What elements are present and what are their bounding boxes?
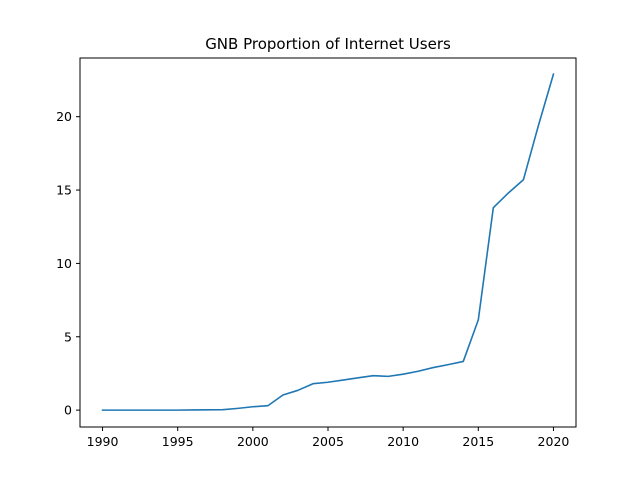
- x-tick-label: 2005: [312, 434, 344, 449]
- y-tick-label: 5: [64, 329, 72, 344]
- chart-title: GNB Proportion of Internet Users: [205, 35, 451, 53]
- y-tick-label: 15: [56, 183, 72, 198]
- x-tick-label: 2020: [538, 434, 570, 449]
- y-tick-label: 10: [56, 256, 72, 271]
- x-tick-label: 1990: [87, 434, 119, 449]
- x-tick-label: 2000: [237, 434, 269, 449]
- axis-ticks: 1990 1995 2000 2005 2010 2015 2020 0 5 10 15 20: [56, 109, 569, 449]
- x-tick-label: 2010: [387, 434, 419, 449]
- y-tick-label: 20: [56, 109, 72, 124]
- y-tick-label: 0: [64, 403, 72, 418]
- series-line: [101, 73, 555, 411]
- plot-frame: [79, 57, 577, 428]
- x-tick-label: 1995: [162, 434, 194, 449]
- x-tick-label: 2015: [462, 434, 494, 449]
- series-group: [101, 73, 555, 411]
